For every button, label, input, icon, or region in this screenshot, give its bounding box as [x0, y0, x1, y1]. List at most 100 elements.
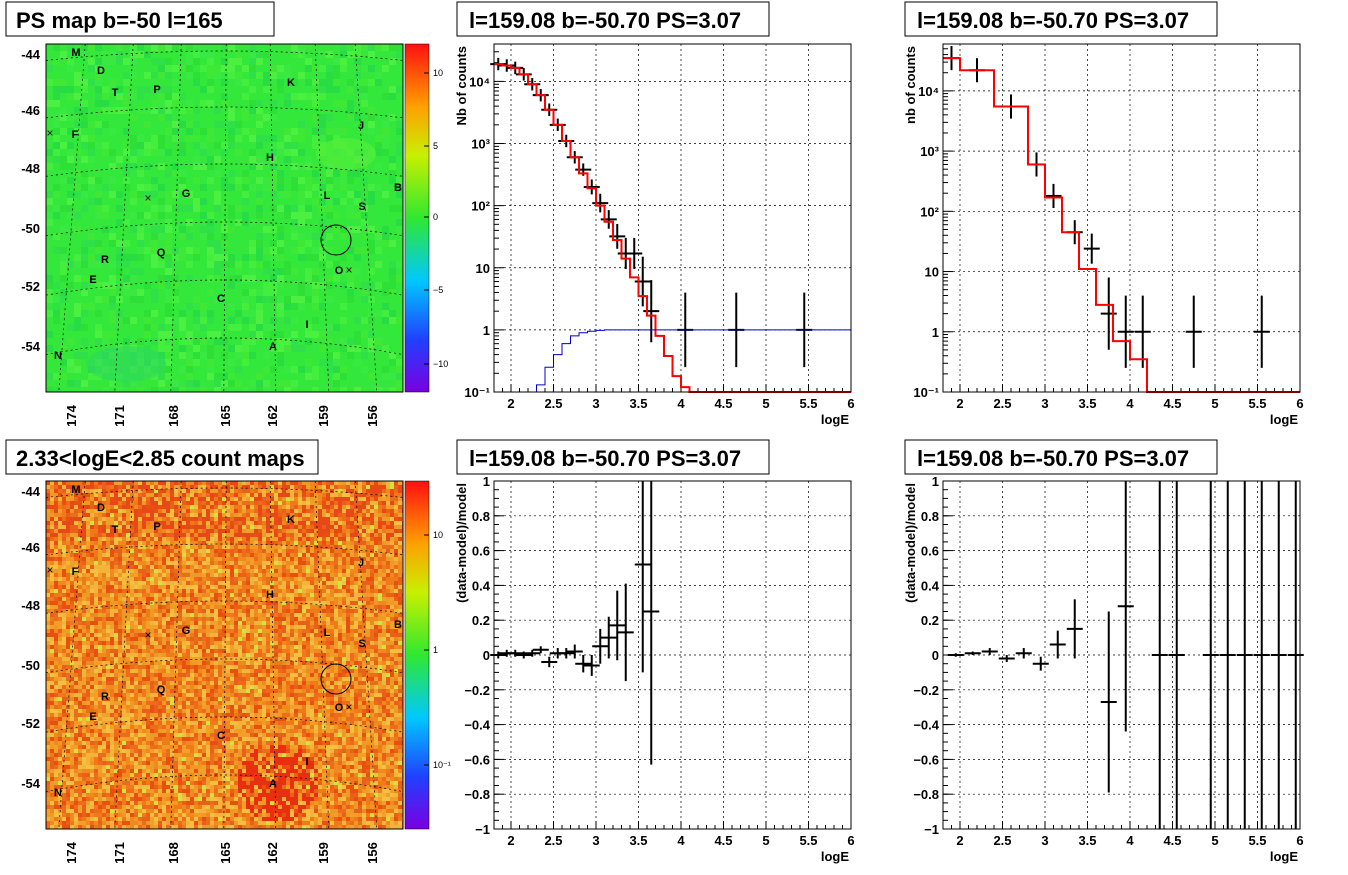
source-label-f: F	[72, 566, 79, 578]
source-label-l: L	[324, 627, 331, 639]
x-tick-label: 3	[592, 833, 599, 848]
source-label-d: D	[97, 65, 105, 77]
l-tick-label: 159	[316, 405, 331, 427]
x-tick-label: 2.5	[544, 833, 562, 848]
source-label-o: O	[335, 265, 344, 277]
x-tick-label: 5	[762, 396, 769, 411]
colorbar-tick-label: 10⁻¹	[433, 760, 451, 770]
y-tick-label: 0.2	[472, 613, 490, 628]
count-map-b-axis: -44 -46 -48 -50 -52 -54	[21, 484, 41, 791]
x-tick-label: 6	[847, 833, 854, 848]
source-label-k: K	[287, 77, 295, 89]
b-tick-label: -46	[21, 540, 40, 555]
data-point	[1117, 295, 1134, 368]
colorbar-tick-label: 10	[433, 530, 443, 540]
data-point	[1253, 481, 1270, 829]
y-tick-label: 0.6	[921, 544, 939, 559]
y-tick-label: 0.2	[921, 613, 939, 628]
data-point	[1100, 277, 1117, 350]
b-tick-label: -46	[21, 103, 40, 118]
source-label-g: G	[182, 188, 191, 200]
y-tick-label: 1	[483, 474, 490, 489]
b-tick-label: -44	[21, 484, 41, 499]
y-axis-title: (data-model)/model	[454, 483, 469, 603]
source-label-s: S	[358, 201, 365, 213]
data-point	[643, 481, 660, 765]
y-tick-label: 10⁴	[469, 74, 490, 89]
data-point	[1015, 648, 1032, 659]
colorbar-tick-label: 1	[433, 645, 438, 655]
l-tick-label: 165	[218, 405, 233, 427]
data-point	[609, 590, 626, 661]
l-tick-label: 165	[218, 842, 233, 864]
x-tick-label: 2	[956, 396, 963, 411]
y-tick-label: 10³	[920, 144, 939, 159]
x-tick-label: 5.5	[1248, 833, 1266, 848]
count-map-coordinate-grid	[46, 481, 403, 829]
data-point	[947, 653, 964, 657]
x-tick-label: 4.5	[714, 396, 732, 411]
l-tick-label: 171	[112, 842, 127, 864]
cross-marker: ×	[46, 126, 53, 140]
data-point	[515, 651, 532, 659]
source-label-a: A	[269, 341, 277, 353]
spectrum-panel-1: l=159.08 b=-50.70 PS=3.07 2 2.5 3 3.5 4 4.5 5 5.…	[454, 1, 855, 427]
data-point	[634, 481, 651, 673]
b-tick-label: -48	[21, 161, 40, 176]
count-map-frame	[45, 480, 404, 830]
model-histogram	[943, 57, 1300, 393]
data-point	[1045, 183, 1062, 208]
y-tick-label: 10	[925, 265, 939, 280]
data-point	[1168, 481, 1185, 829]
x-tick-label: 3	[592, 396, 599, 411]
plot-title-box	[904, 439, 1218, 475]
ps-map-title: PS map b=-50 l=165	[16, 8, 223, 33]
data-point	[490, 651, 507, 659]
source-label-p: P	[153, 84, 160, 96]
colorbar-tick-label: 0	[433, 212, 438, 222]
source-label-q: Q	[157, 684, 166, 696]
data-point	[1100, 611, 1117, 793]
source-label-s: S	[358, 638, 365, 650]
plot-title-box	[904, 1, 1218, 37]
data-point	[981, 648, 998, 655]
data-point	[1270, 481, 1287, 829]
x-tick-label: 4.5	[1163, 396, 1181, 411]
y-tick-label: 10⁻¹	[464, 385, 490, 400]
x-tick-label: 2	[507, 833, 514, 848]
data-point	[1287, 481, 1304, 829]
y-tick-label: 0.8	[472, 509, 490, 524]
data-point	[507, 649, 524, 657]
count-map-title: 2.33<logE<2.85 count maps	[16, 446, 305, 471]
x-tick-label: 5.5	[799, 396, 817, 411]
data-point	[592, 628, 609, 664]
model-histogram	[494, 63, 851, 393]
source-label-t: T	[112, 87, 119, 99]
ps-map-title-box	[5, 1, 275, 37]
x-tick-label: 3.5	[629, 396, 647, 411]
source-label-l: L	[324, 190, 331, 202]
cross-marker: ×	[144, 628, 151, 642]
data-point	[524, 649, 541, 657]
colorbar-tick-label: −5	[433, 285, 443, 295]
data-point	[1049, 630, 1066, 659]
x-tick-label: 5	[762, 833, 769, 848]
data-point	[1253, 295, 1270, 368]
data-point	[1185, 295, 1202, 368]
source-label-g: G	[182, 625, 191, 637]
y-tick-label: 0.4	[921, 578, 940, 593]
l-tick-label: 162	[265, 405, 280, 427]
source-label-c: C	[217, 293, 225, 305]
data-point	[1032, 656, 1049, 671]
source-label-e: E	[89, 711, 96, 723]
y-tick-label: 10²	[471, 199, 490, 214]
data-point	[575, 655, 592, 673]
y-tick-label: 0	[932, 648, 939, 663]
data-point	[1236, 481, 1253, 829]
residual-panel-2: l=159.08 b=-50.70 PS=3.07 2 2.5 3 3.5 4 4.5 5 5.…	[903, 439, 1304, 864]
count-map-title-box	[5, 439, 319, 475]
x-tick-label: 4	[1126, 833, 1134, 848]
x-tick-label: 5	[1211, 396, 1218, 411]
data-point	[1083, 233, 1100, 264]
